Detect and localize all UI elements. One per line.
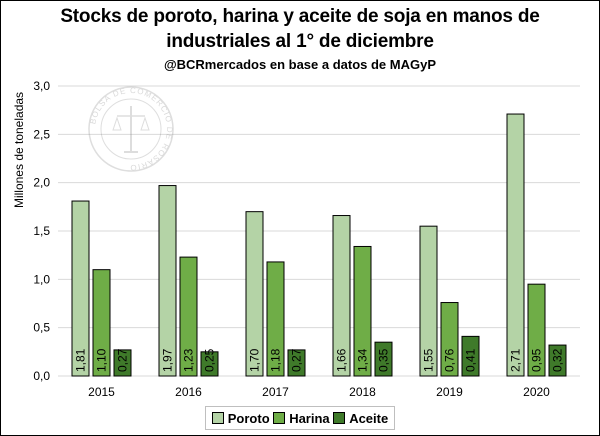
bar-aceite-2017	[287, 349, 306, 377]
x-tick-label: 2020	[523, 385, 550, 399]
bar-poroto-2018	[332, 215, 351, 377]
y-axis-label: Millones de toneladas	[12, 92, 26, 208]
bar-data-label: 1,66	[335, 348, 349, 372]
legend-label-harina: Harina	[289, 410, 330, 426]
bar-data-label: 1,81	[74, 348, 88, 372]
bar-harina-2015	[92, 269, 111, 377]
bar-harina-2017	[266, 261, 285, 377]
x-tick-label: 2018	[349, 385, 376, 399]
bar-data-label: 1,70	[248, 348, 262, 372]
bar-data-label: 0,95	[530, 348, 544, 372]
legend-swatch-aceite	[333, 412, 346, 424]
y-tick-label: 0,5	[33, 321, 50, 335]
legend-item-poroto: Poroto	[211, 410, 270, 426]
bar-poroto-2020	[506, 113, 525, 377]
watermark-logo: BOLSA DE COMERCIO DE ROSARIO	[88, 86, 174, 172]
bar-data-label: 0,41	[464, 348, 478, 372]
x-tick-label: 2019	[436, 385, 463, 399]
legend-label-poroto: Poroto	[227, 410, 270, 426]
bars	[71, 113, 567, 377]
bar-data-label: 1,23	[182, 348, 196, 372]
gridlines	[58, 85, 580, 377]
y-axis: 0,0 0,5 1,0 1,5 2,0 2,5 3,0	[33, 79, 50, 383]
bar-poroto-2017	[245, 211, 264, 377]
bar-data-label: 0,35	[377, 348, 391, 372]
legend-label-aceite: Aceite	[349, 410, 389, 426]
legend-swatch-harina	[273, 412, 286, 424]
bar-data-label: 0,76	[443, 348, 457, 372]
legend-swatch-poroto	[211, 412, 224, 424]
legend: Poroto Harina Aceite	[205, 406, 395, 430]
bar-data-label: 1,10	[95, 348, 109, 372]
bar-labels: 1,81 1,10 0,27 1,97 1,23 0,25 1,70 1,18 0,27 1,66…	[74, 348, 565, 372]
chart-title-line1: Stocks de poroto, harina y aceite de soj…	[60, 6, 540, 27]
y-tick-label: 0,0	[33, 369, 50, 383]
bar-harina-2018	[353, 245, 372, 377]
y-tick-label: 1,5	[33, 224, 50, 238]
legend-item-aceite: Aceite	[333, 411, 388, 426]
bar-poroto-2015	[71, 200, 90, 377]
y-tick-label: 2,5	[33, 127, 50, 141]
bar-harina-2020	[527, 283, 546, 377]
bar-harina-2016	[179, 256, 198, 377]
bar-harina-2019	[440, 302, 459, 377]
bar-data-label: 1,18	[269, 348, 283, 372]
bar-aceite-2018	[374, 341, 393, 377]
bar-aceite-2019	[461, 335, 480, 377]
y-tick-label: 1,0	[33, 272, 50, 286]
bar-data-label: 0,25	[203, 348, 217, 372]
y-tick-label: 3,0	[33, 79, 50, 93]
x-tick-label: 2015	[88, 385, 115, 399]
bar-poroto-2019	[419, 225, 438, 377]
bar-data-label: 1,34	[356, 348, 370, 372]
bar-poroto-2016	[158, 185, 177, 377]
bar-data-label: 1,97	[161, 348, 175, 372]
bar-aceite-2015	[113, 349, 132, 377]
x-tick-label: 2017	[262, 385, 289, 399]
bar-data-label: 0,27	[116, 348, 130, 372]
x-axis: 2015 2016 2017 2018 2019 2020	[88, 385, 550, 399]
legend-item-harina: Harina	[273, 410, 330, 426]
bar-data-label: 0,32	[551, 348, 565, 372]
bar-data-label: 0,27	[290, 348, 304, 372]
chart-subtitle: @BCRmercados en base a datos de MAGyP	[163, 57, 437, 72]
bar-aceite-2020	[548, 344, 567, 377]
x-tick-label: 2016	[175, 385, 202, 399]
bar-data-label: 2,71	[509, 348, 523, 372]
y-tick-label: 2,0	[33, 176, 50, 190]
bar-aceite-2016	[200, 351, 219, 377]
chart-title-line2: industriales al 1° de diciembre	[166, 31, 434, 52]
bar-data-label: 1,55	[422, 348, 436, 372]
